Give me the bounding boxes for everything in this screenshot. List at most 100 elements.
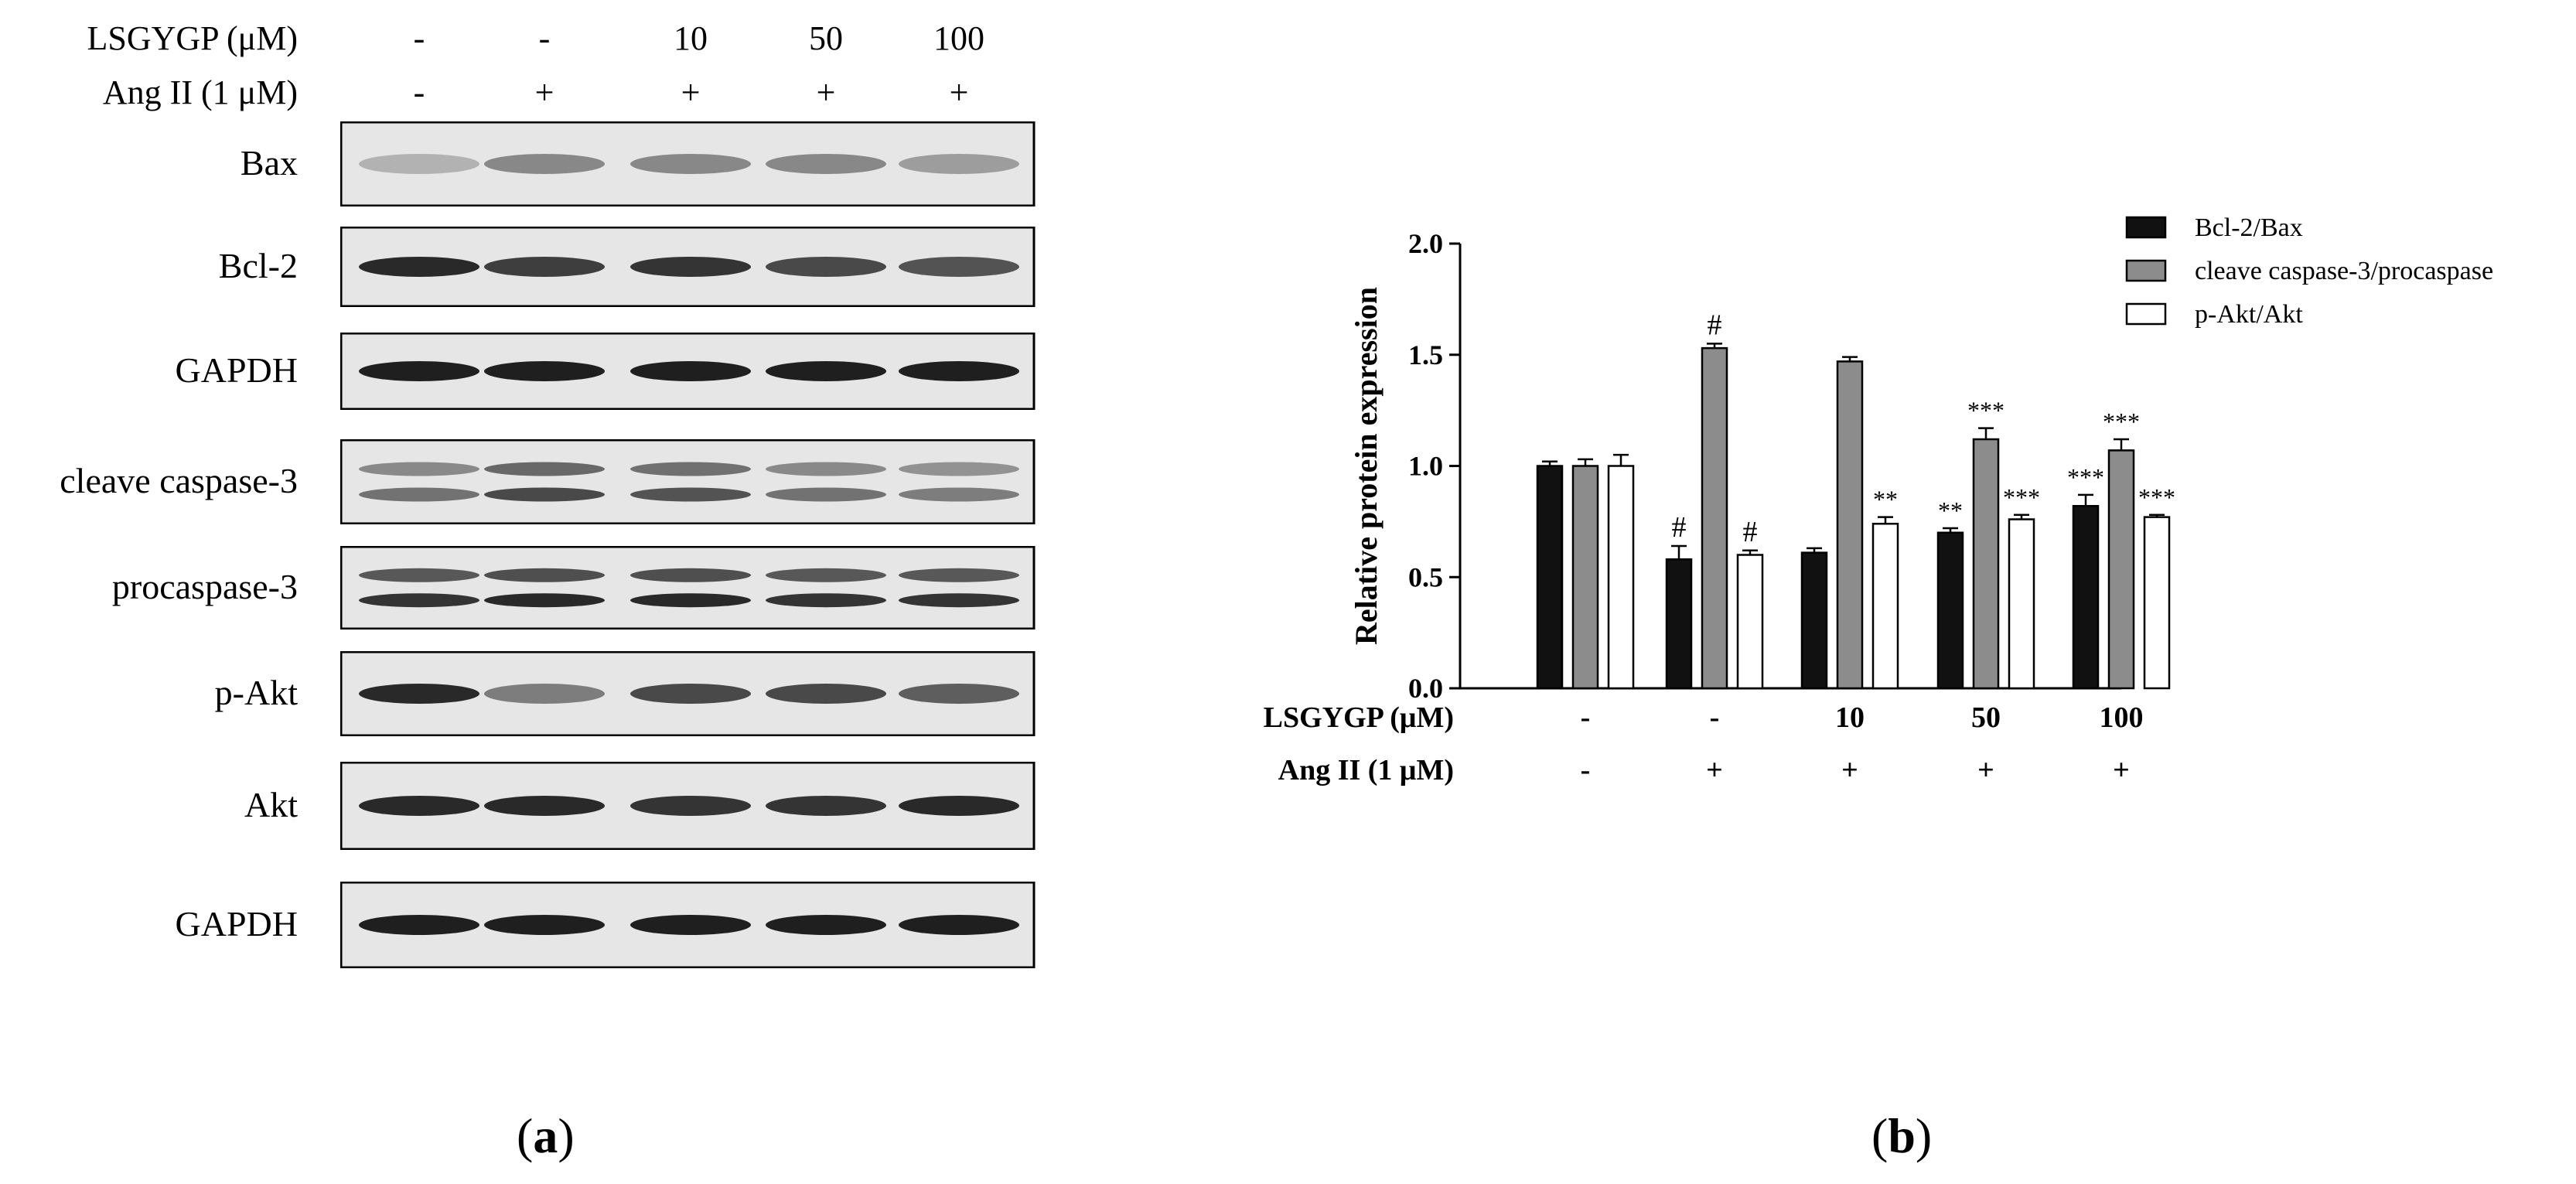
condition-value: - (1581, 754, 1591, 786)
condition-value: + (949, 73, 969, 111)
panel-b-letter: b (1888, 1108, 1916, 1163)
blot-band (484, 462, 605, 476)
legend-label: p-Akt/Akt (2195, 300, 2303, 329)
blot-band (630, 487, 751, 502)
condition-value: + (2113, 754, 2130, 786)
condition-value: 100 (2100, 701, 2144, 734)
blot-band (766, 154, 886, 174)
y-tick-label: 0.0 (1408, 673, 1443, 704)
significance-label: ** (1873, 486, 1898, 514)
blot-band (899, 487, 1019, 502)
blot-image (340, 882, 1036, 968)
bar (2107, 449, 2135, 690)
blot-band (630, 462, 751, 476)
blot-image (340, 333, 1036, 410)
blot-band (359, 684, 479, 704)
bar (1871, 523, 1899, 690)
blot-image (340, 227, 1036, 307)
condition-value: + (1841, 754, 1858, 786)
condition-value: - (1581, 701, 1591, 734)
blot-band (766, 593, 886, 608)
bar (1936, 531, 1964, 690)
condition-value: + (1706, 754, 1723, 786)
significance-label: *** (2103, 408, 2140, 435)
bar (1607, 465, 1635, 690)
condition-value: 10 (1835, 701, 1865, 734)
panel-a-letter: a (533, 1108, 558, 1163)
blot-band (899, 257, 1019, 277)
blot-band (899, 568, 1019, 582)
bar (1836, 360, 1864, 690)
significance-label: # (1743, 516, 1758, 548)
bar (1571, 465, 1599, 690)
y-tick-label: 0.5 (1408, 561, 1443, 592)
condition-value: - (413, 19, 425, 57)
condition-label: Ang II (1 μM) (1278, 754, 1454, 786)
blot-band (899, 154, 1019, 174)
significance-label: *** (2067, 463, 2104, 491)
blot-band (630, 593, 751, 608)
blot-band (899, 684, 1019, 704)
blot-band (899, 361, 1019, 381)
blot-band (359, 462, 479, 476)
legend-label: Bcl-2/Bax (2195, 213, 2303, 242)
blot-band (630, 361, 751, 381)
blot-label: GAPDH (175, 904, 298, 943)
legend-label: cleave caspase-3/procaspase (2195, 257, 2493, 285)
bar (1972, 438, 2000, 690)
blot-band (359, 593, 479, 608)
blot-label: Bax (240, 143, 298, 183)
legend-swatch (2125, 302, 2167, 326)
blot-image (340, 651, 1036, 736)
blot-band (484, 684, 605, 704)
bar (1665, 558, 1693, 690)
bar (1536, 465, 1564, 690)
blot-band (899, 462, 1019, 476)
blot-band (766, 915, 886, 935)
blot-band (630, 684, 751, 704)
blot-band (484, 257, 605, 277)
blot-label: Bcl-2 (218, 246, 298, 285)
blot-label: GAPDH (175, 350, 298, 390)
bar (2072, 505, 2100, 690)
blot-band (630, 915, 751, 935)
blot-band (359, 257, 479, 277)
blot-band (359, 915, 479, 935)
blot-band (630, 257, 751, 277)
blot-image (340, 762, 1036, 850)
blot-band (359, 154, 479, 174)
condition-value: - (413, 73, 425, 111)
significance-label: *** (2138, 483, 2175, 511)
condition-value: 50 (809, 19, 843, 57)
legend-swatch (2125, 259, 2167, 282)
condition-label: LSGYGP (μM) (1264, 701, 1454, 734)
condition-value: - (1710, 701, 1720, 734)
blot-band (484, 593, 605, 608)
blot-band (359, 487, 479, 502)
panel-a-caption: (a) (517, 1108, 575, 1163)
blot-band (484, 487, 605, 502)
panel-b-caption: (b) (1871, 1108, 1933, 1163)
bar (1701, 346, 1728, 690)
angii-condition-label: Ang II (1 μM) (102, 73, 298, 111)
blot-membrane (340, 546, 1036, 630)
blot-membrane (340, 439, 1036, 524)
y-tick-label: 2.0 (1408, 228, 1443, 259)
bar (1800, 551, 1828, 690)
blot-band (630, 154, 751, 174)
significance-label: *** (2003, 483, 2040, 511)
condition-value: + (681, 73, 701, 111)
condition-value: + (816, 73, 836, 111)
blot-image (340, 546, 1036, 630)
blot-band (766, 684, 886, 704)
significance-label: *** (1967, 397, 2005, 425)
blot-band (630, 568, 751, 582)
blot-band (484, 361, 605, 381)
blot-band (484, 154, 605, 174)
blot-band (484, 796, 605, 816)
blot-band (766, 568, 886, 582)
blot-image (340, 439, 1036, 524)
blot-band (630, 796, 751, 816)
blot-band (484, 568, 605, 582)
bar (2143, 516, 2171, 690)
